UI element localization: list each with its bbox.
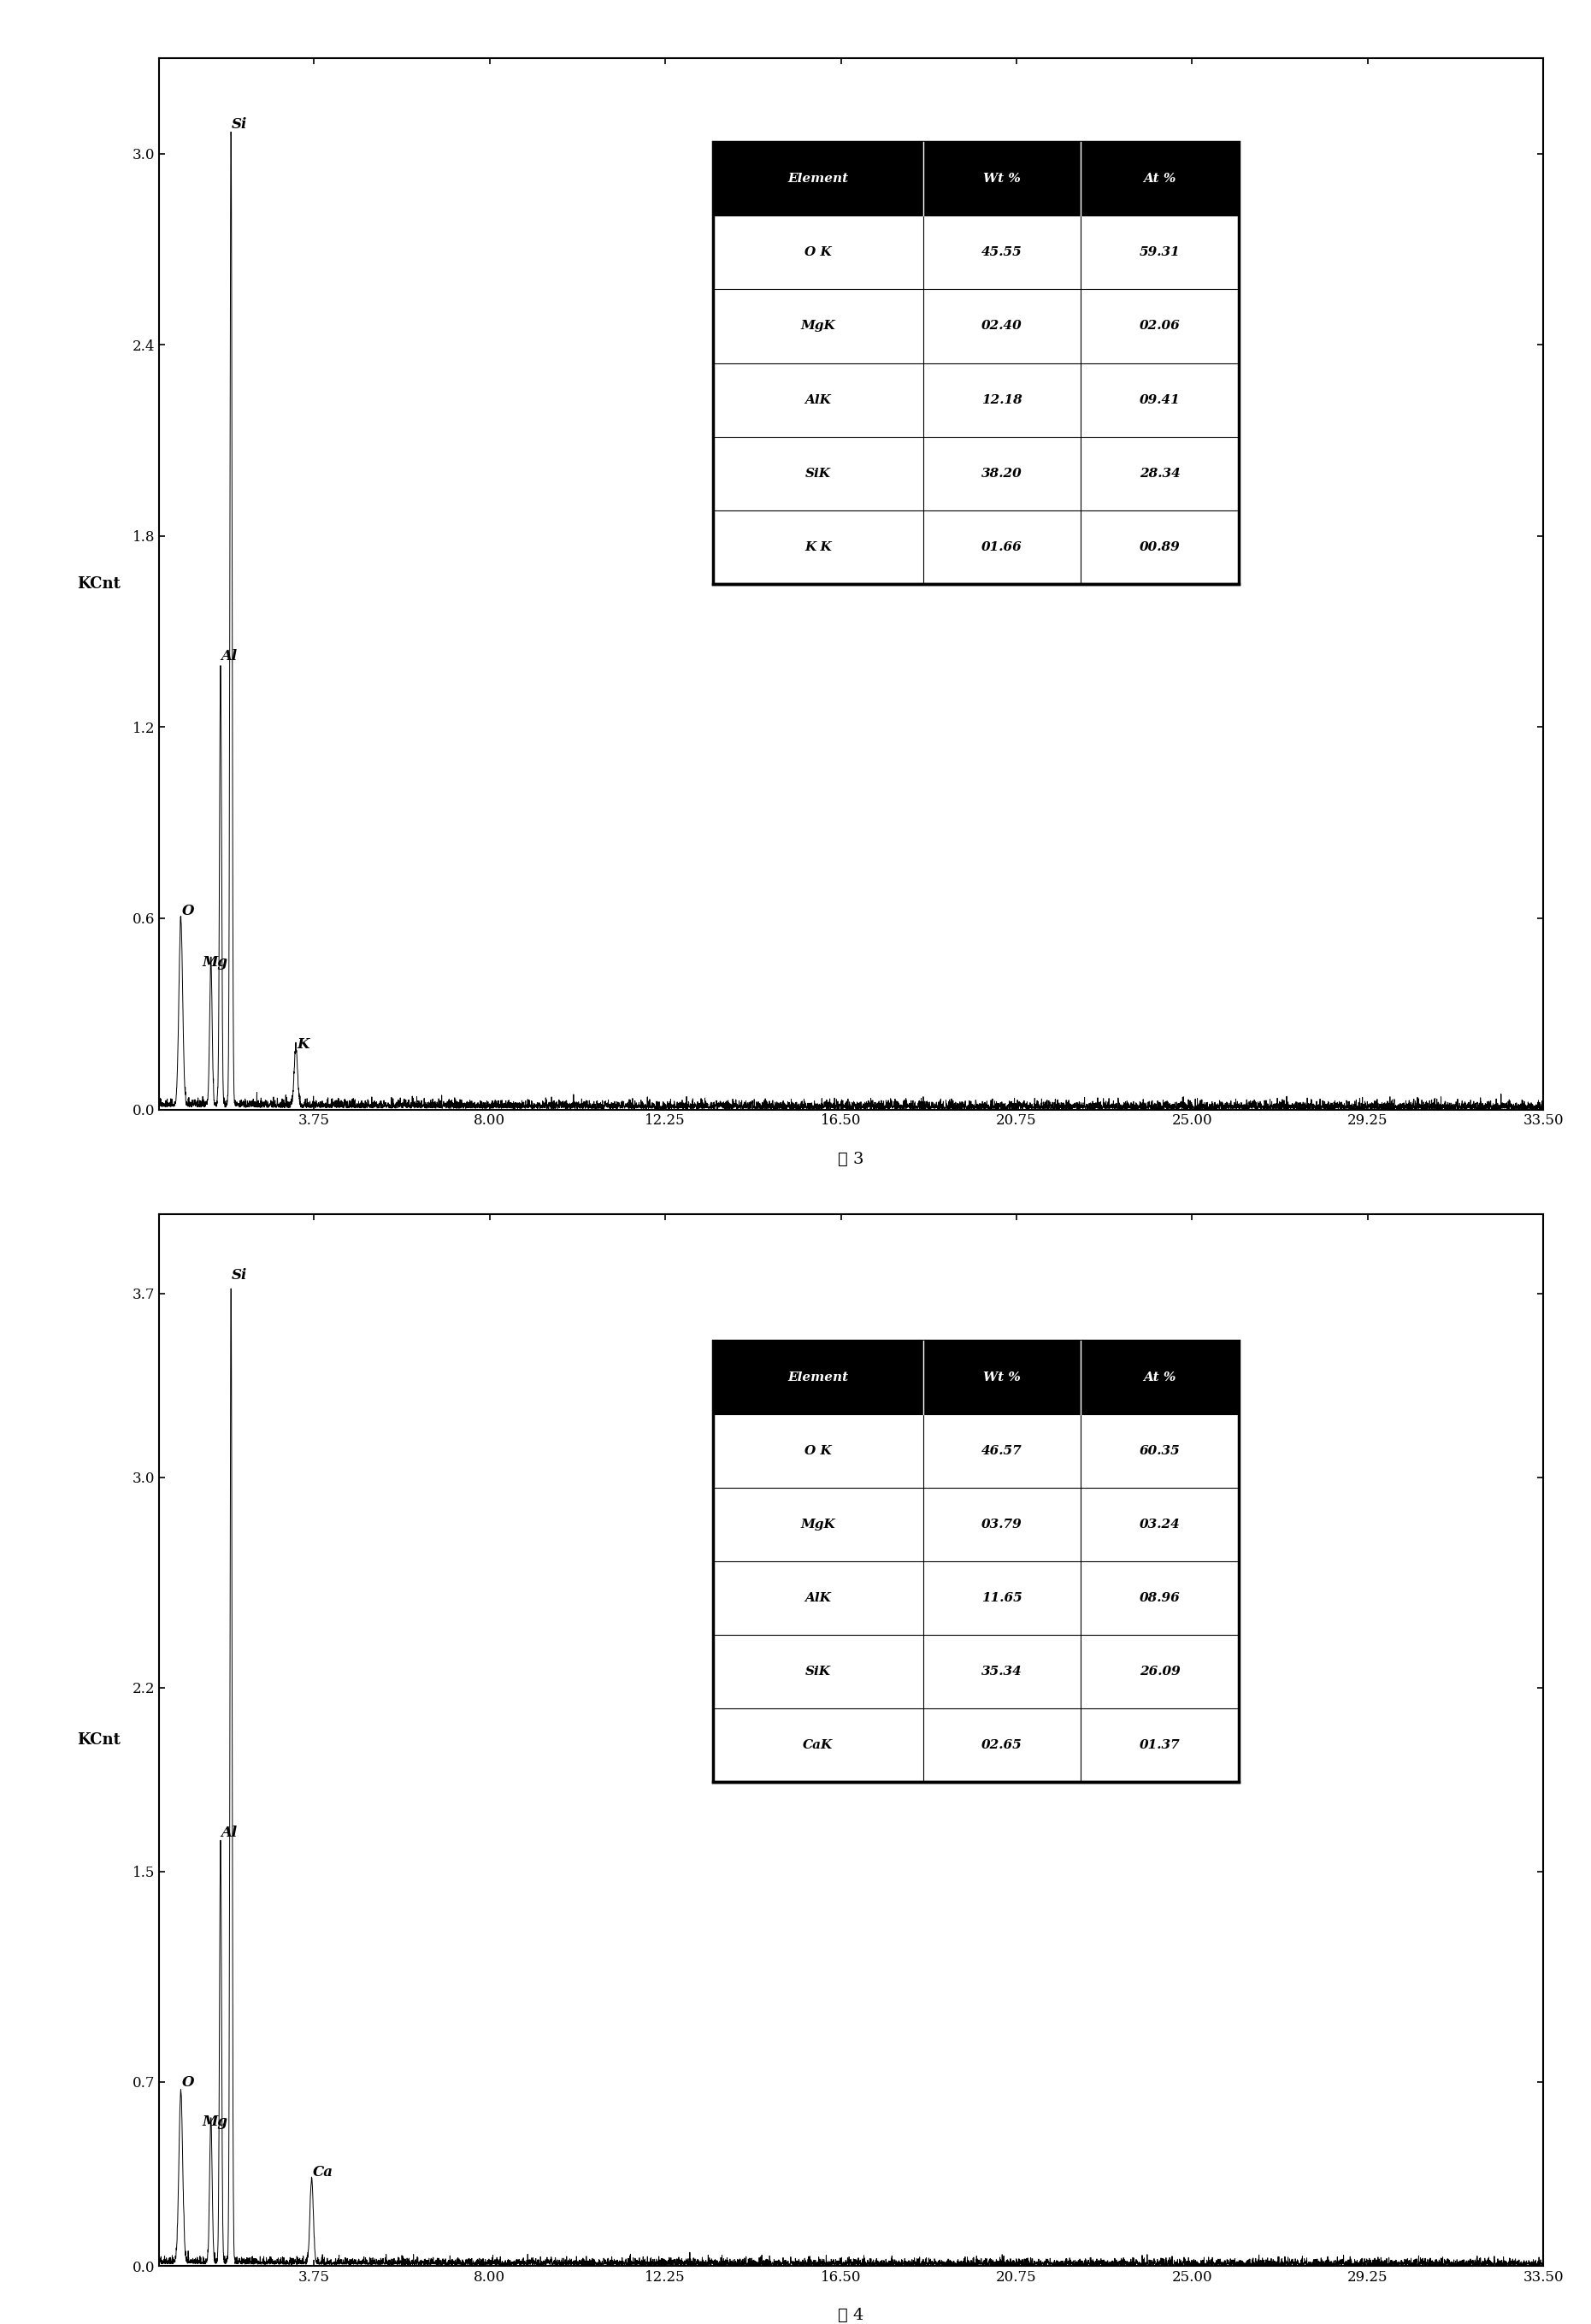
Text: Element: Element xyxy=(788,172,848,186)
Text: O K: O K xyxy=(805,246,832,258)
Text: Ca: Ca xyxy=(313,2164,334,2180)
Text: O: O xyxy=(183,904,194,918)
Text: 45.55: 45.55 xyxy=(982,246,1023,258)
Text: 02.06: 02.06 xyxy=(1139,321,1181,332)
Bar xyxy=(713,142,1239,216)
Text: 59.31: 59.31 xyxy=(1139,246,1181,258)
Text: 12.18: 12.18 xyxy=(982,393,1023,407)
Bar xyxy=(713,1341,1239,1783)
Text: Al: Al xyxy=(221,1827,237,1841)
Text: 11.65: 11.65 xyxy=(982,1592,1023,1604)
Text: At %: At % xyxy=(1144,172,1176,186)
Bar xyxy=(713,1341,1239,1415)
Y-axis label: KCnt: KCnt xyxy=(78,576,121,593)
Text: 03.79: 03.79 xyxy=(982,1518,1023,1532)
Text: 图 3: 图 3 xyxy=(838,1150,864,1167)
Text: MgK: MgK xyxy=(800,321,835,332)
Text: 35.34: 35.34 xyxy=(982,1666,1023,1678)
Text: Element: Element xyxy=(788,1371,848,1383)
Text: 60.35: 60.35 xyxy=(1139,1446,1181,1457)
Text: 28.34: 28.34 xyxy=(1139,467,1181,479)
Text: Si: Si xyxy=(232,1269,248,1283)
Text: 03.24: 03.24 xyxy=(1139,1518,1181,1532)
Text: 26.09: 26.09 xyxy=(1139,1666,1181,1678)
Text: K K: K K xyxy=(805,541,832,553)
Text: K: K xyxy=(298,1037,310,1053)
Text: 图 4: 图 4 xyxy=(838,2308,864,2324)
Text: SiK: SiK xyxy=(805,467,831,479)
Text: 02.65: 02.65 xyxy=(982,1738,1023,1752)
Text: 38.20: 38.20 xyxy=(982,467,1023,479)
Text: 09.41: 09.41 xyxy=(1139,393,1181,407)
Text: AlK: AlK xyxy=(805,393,831,407)
Text: At %: At % xyxy=(1144,1371,1176,1383)
Text: Mg: Mg xyxy=(202,955,228,969)
Text: CaK: CaK xyxy=(803,1738,834,1752)
Y-axis label: KCnt: KCnt xyxy=(78,1731,121,1748)
Text: 00.89: 00.89 xyxy=(1139,541,1181,553)
Text: MgK: MgK xyxy=(800,1518,835,1532)
Text: 08.96: 08.96 xyxy=(1139,1592,1181,1604)
Text: O K: O K xyxy=(805,1446,832,1457)
Text: AlK: AlK xyxy=(805,1592,831,1604)
Text: 02.40: 02.40 xyxy=(982,321,1023,332)
Text: 01.37: 01.37 xyxy=(1139,1738,1181,1752)
Bar xyxy=(713,142,1239,583)
Text: 01.66: 01.66 xyxy=(982,541,1023,553)
Text: 46.57: 46.57 xyxy=(982,1446,1023,1457)
Text: Wt %: Wt % xyxy=(983,1371,1021,1383)
Text: Al: Al xyxy=(221,648,237,662)
Text: SiK: SiK xyxy=(805,1666,831,1678)
Text: Wt %: Wt % xyxy=(983,172,1021,186)
Text: Mg: Mg xyxy=(202,2115,228,2129)
Text: O: O xyxy=(183,2075,194,2089)
Text: Si: Si xyxy=(232,116,248,132)
